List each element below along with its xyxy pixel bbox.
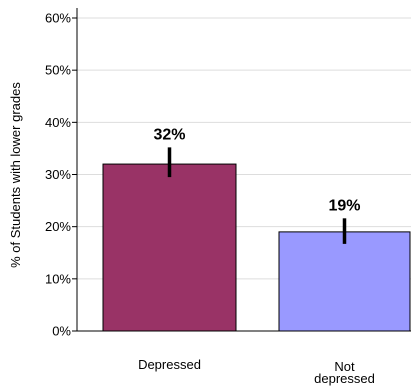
x-category-label: Not bbox=[334, 359, 355, 374]
bar bbox=[278, 231, 411, 332]
data-label: 19% bbox=[328, 197, 360, 214]
x-category-label: depressed bbox=[314, 371, 375, 386]
y-tick-label: 10% bbox=[45, 271, 71, 286]
y-tick-label: 20% bbox=[45, 219, 71, 234]
data-label: 32% bbox=[153, 126, 185, 143]
axis-layer: 0% 10% 20% 30% 40% 50% 60% Depressed Notdepresse… bbox=[45, 8, 411, 386]
y-tick-label: 40% bbox=[45, 115, 71, 130]
bar bbox=[102, 163, 237, 332]
bars-layer: 32% 19% bbox=[102, 126, 411, 332]
y-tick-label: 30% bbox=[45, 167, 71, 182]
y-tick-label: 0% bbox=[52, 324, 71, 339]
y-axis-title: % of Students with lower grades bbox=[8, 82, 23, 268]
y-tick-label: 50% bbox=[45, 63, 71, 78]
y-tick-label: 60% bbox=[45, 11, 71, 26]
x-category-label: Depressed bbox=[138, 357, 201, 372]
